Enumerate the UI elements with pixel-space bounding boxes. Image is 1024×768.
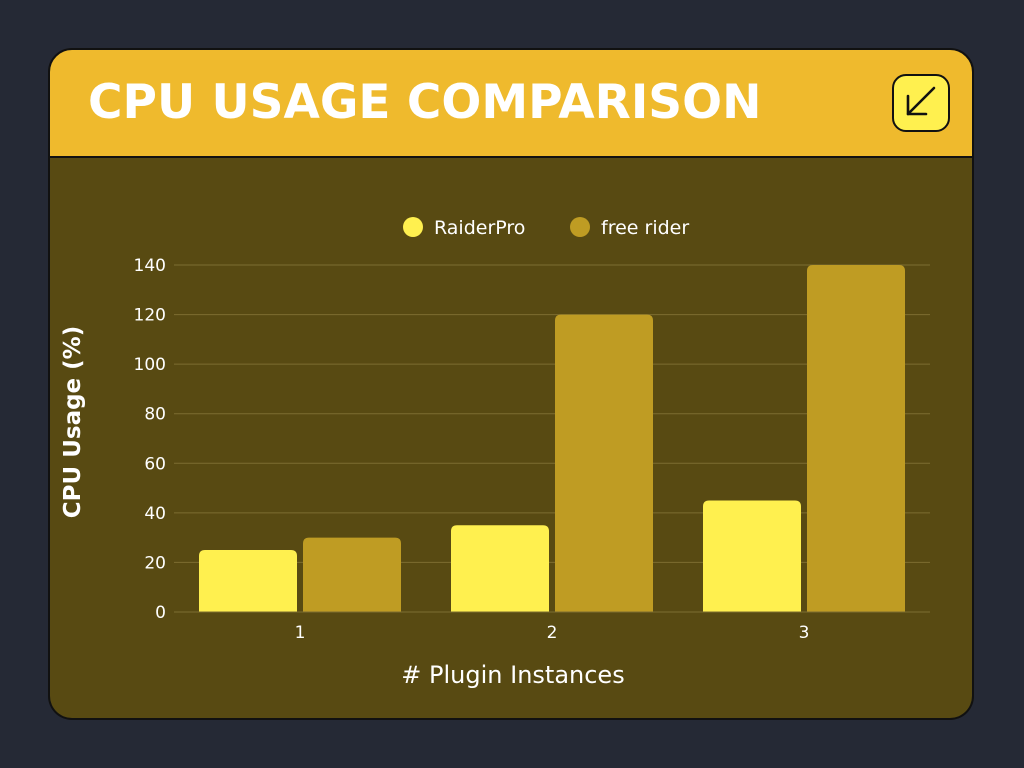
x-tick-label: 1 <box>295 623 306 643</box>
y-axis-ticks: 0 20 40 60 80 100 120 140 <box>134 256 166 623</box>
legend-label-1: RaiderPro <box>434 217 525 239</box>
grid-lines <box>174 264 930 563</box>
y-axis-label: CPU Usage (%) <box>60 326 86 518</box>
y-tick-label: 0 <box>155 603 166 623</box>
chart-header: CPU USAGE COMPARISON <box>48 48 974 158</box>
bar-2-3 <box>807 265 905 612</box>
page-title: CPU USAGE COMPARISON <box>88 75 762 130</box>
bar-2-2 <box>555 314 653 612</box>
y-tick-label: 80 <box>144 405 166 425</box>
y-tick-label: 60 <box>144 454 166 474</box>
x-axis-ticks: 1 2 3 <box>295 623 810 643</box>
bar-1-3 <box>703 500 801 612</box>
x-tick-label: 3 <box>799 623 810 643</box>
y-tick-label: 140 <box>134 256 166 276</box>
y-tick-label: 100 <box>134 355 166 375</box>
chart-panel: 0 20 40 60 80 100 120 140 1 2 3 RaiderPro free rid… <box>48 158 974 720</box>
bar-chart: 0 20 40 60 80 100 120 140 1 2 3 RaiderPro free rid… <box>60 217 930 689</box>
y-tick-label: 40 <box>144 504 166 524</box>
legend-swatch-1 <box>403 217 423 237</box>
x-tick-label: 2 <box>547 623 558 643</box>
bar-2-1 <box>303 537 401 612</box>
bar-1-2 <box>451 525 549 612</box>
legend-swatch-2 <box>570 217 590 237</box>
y-tick-label: 20 <box>144 553 166 573</box>
arrow-down-left-icon <box>906 86 936 116</box>
legend: RaiderPro free rider <box>403 217 689 239</box>
x-axis-label: # Plugin Instances <box>401 661 624 689</box>
bars <box>199 265 905 612</box>
collapse-button[interactable] <box>892 74 950 132</box>
y-tick-label: 120 <box>134 306 166 326</box>
legend-label-2: free rider <box>601 217 689 239</box>
bar-1-1 <box>199 550 297 612</box>
